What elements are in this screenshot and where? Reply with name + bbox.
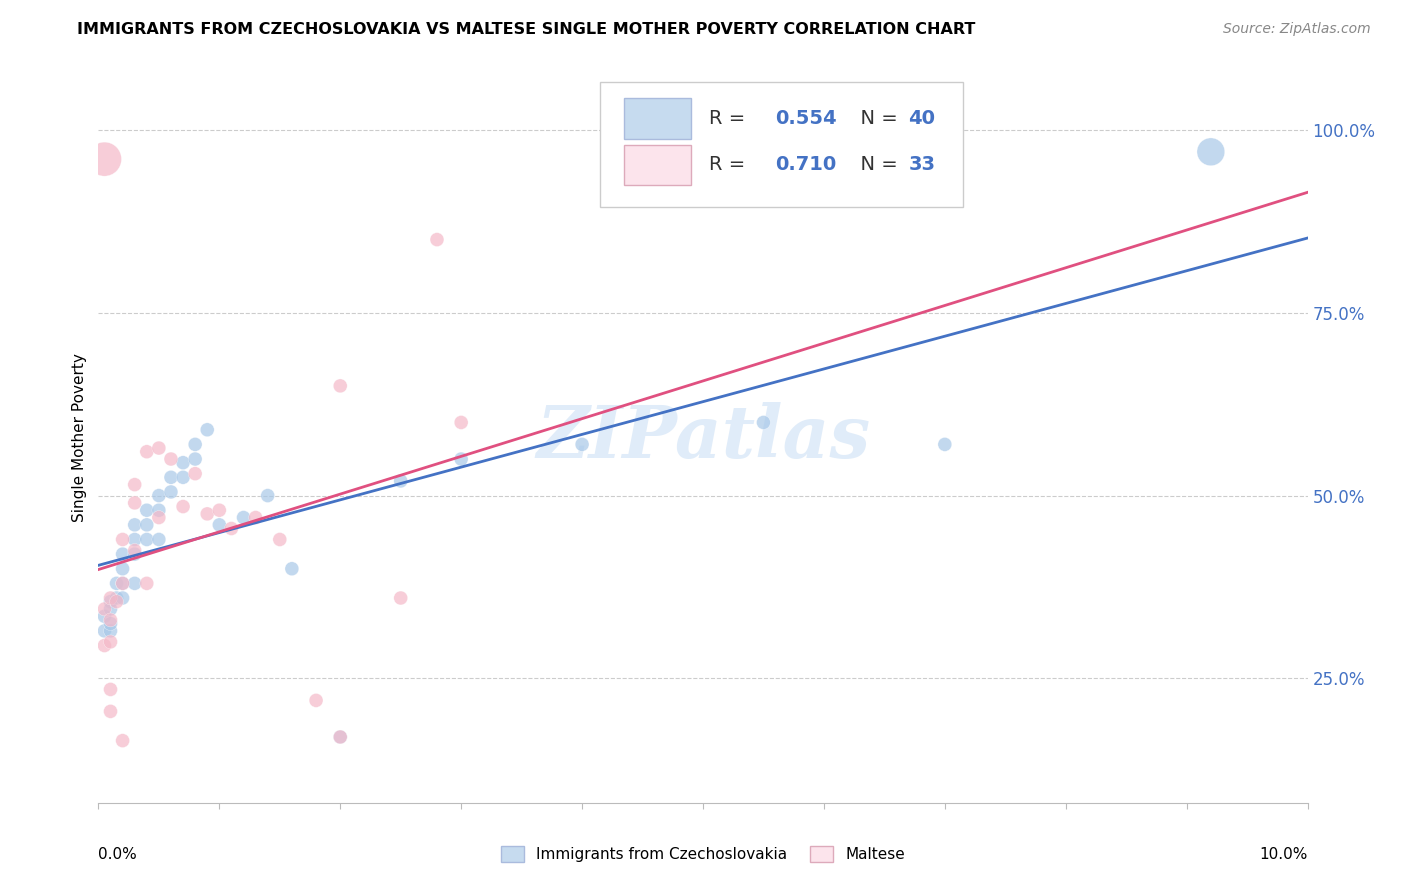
Point — [172, 500, 194, 514]
Point — [245, 510, 267, 524]
Point — [221, 521, 243, 535]
Point — [100, 682, 122, 697]
Point — [148, 503, 170, 517]
Point — [105, 594, 128, 608]
Point — [172, 456, 194, 470]
Text: R =: R = — [709, 155, 752, 174]
Point — [752, 416, 775, 430]
Point — [232, 510, 254, 524]
Point — [329, 379, 352, 393]
Text: 10.0%: 10.0% — [1260, 847, 1308, 862]
Point — [100, 624, 122, 638]
Point — [93, 609, 115, 624]
Point — [93, 602, 115, 616]
Point — [329, 730, 352, 744]
Point — [124, 496, 146, 510]
Text: ZIPatlas: ZIPatlas — [536, 401, 870, 473]
Point — [135, 517, 157, 532]
Point — [426, 233, 449, 247]
Legend: Immigrants from Czechoslovakia, Maltese: Immigrants from Czechoslovakia, Maltese — [495, 840, 911, 868]
Point — [100, 705, 122, 719]
Point — [208, 517, 231, 532]
Text: IMMIGRANTS FROM CZECHOSLOVAKIA VS MALTESE SINGLE MOTHER POVERTY CORRELATION CHAR: IMMIGRANTS FROM CZECHOSLOVAKIA VS MALTES… — [77, 22, 976, 37]
Point — [124, 543, 146, 558]
Point — [124, 517, 146, 532]
FancyBboxPatch shape — [600, 82, 963, 207]
Point — [160, 485, 183, 500]
Point — [148, 533, 170, 547]
Point — [160, 470, 183, 484]
Point — [184, 437, 207, 451]
Point — [105, 576, 128, 591]
Point — [256, 489, 278, 503]
Point — [135, 533, 157, 547]
Text: 0.0%: 0.0% — [98, 847, 138, 862]
Point — [111, 576, 134, 591]
Point — [195, 423, 218, 437]
Text: N =: N = — [848, 109, 904, 128]
Point — [389, 474, 412, 488]
Point — [571, 437, 593, 451]
Text: R =: R = — [709, 109, 752, 128]
Point — [111, 733, 134, 747]
Point — [100, 635, 122, 649]
Text: 0.554: 0.554 — [776, 109, 837, 128]
Point — [124, 576, 146, 591]
Point — [148, 510, 170, 524]
Text: 40: 40 — [908, 109, 935, 128]
Point — [195, 507, 218, 521]
Point — [124, 533, 146, 547]
Point — [160, 452, 183, 467]
Bar — [624, 98, 690, 138]
Point — [281, 562, 304, 576]
Y-axis label: Single Mother Poverty: Single Mother Poverty — [72, 352, 87, 522]
Point — [269, 533, 291, 547]
Point — [124, 477, 146, 491]
Point — [135, 503, 157, 517]
Point — [934, 437, 956, 451]
Point — [450, 416, 472, 430]
Point — [389, 591, 412, 605]
Point — [329, 730, 352, 744]
Point — [148, 489, 170, 503]
Text: Source: ZipAtlas.com: Source: ZipAtlas.com — [1223, 22, 1371, 37]
Point — [93, 639, 115, 653]
Point — [172, 470, 194, 484]
Point — [100, 591, 122, 605]
Point — [111, 533, 134, 547]
Point — [100, 602, 122, 616]
Point — [111, 562, 134, 576]
Bar — [624, 145, 690, 185]
Point — [184, 467, 207, 481]
Point — [135, 444, 157, 458]
Point — [100, 613, 122, 627]
Point — [148, 441, 170, 455]
Point — [111, 591, 134, 605]
Point — [105, 591, 128, 605]
Text: 33: 33 — [908, 155, 935, 174]
Point — [450, 452, 472, 467]
Point — [135, 576, 157, 591]
Text: 0.710: 0.710 — [776, 155, 837, 174]
Point — [184, 452, 207, 467]
Point — [93, 152, 115, 166]
Point — [305, 693, 328, 707]
Point — [111, 576, 134, 591]
Point — [1199, 145, 1222, 159]
Point — [124, 547, 146, 561]
Point — [93, 624, 115, 638]
Point — [100, 594, 122, 608]
Point — [100, 616, 122, 631]
Point — [208, 503, 231, 517]
Point — [111, 547, 134, 561]
Text: N =: N = — [848, 155, 904, 174]
